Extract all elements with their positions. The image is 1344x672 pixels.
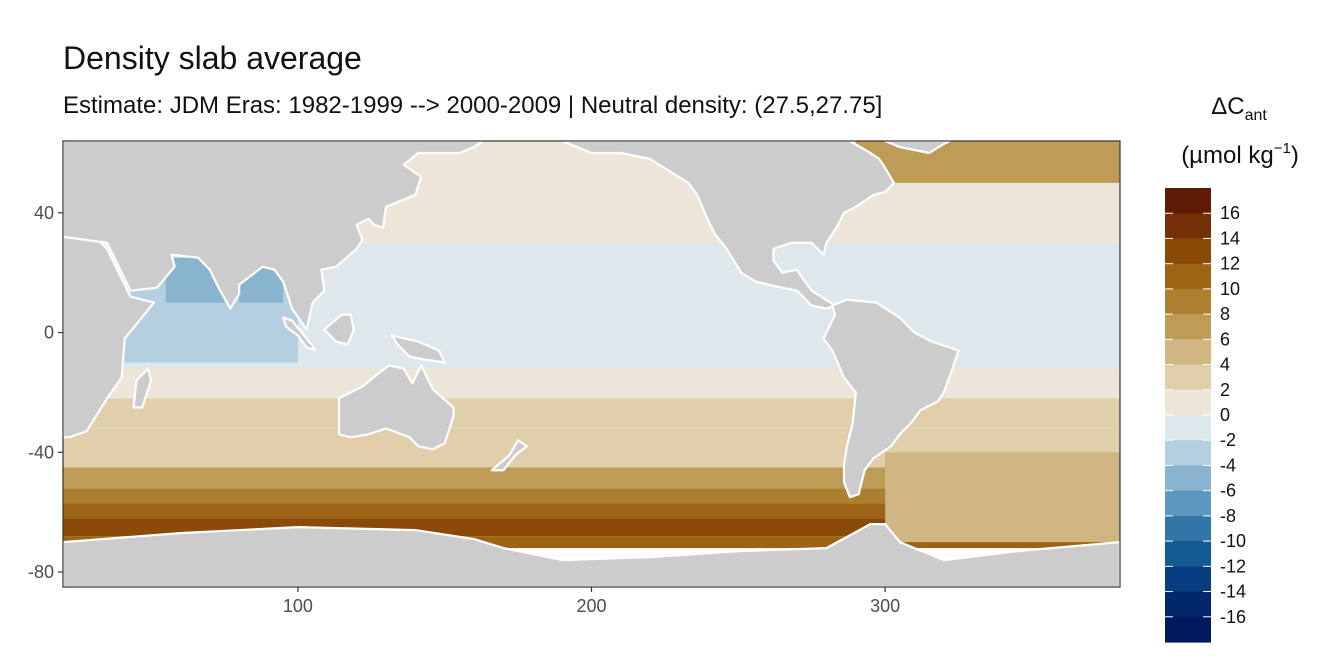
y-tick-label-0: 0: [44, 323, 54, 343]
legend-swatch-11: [1165, 465, 1211, 492]
legend-swatch-13: [1165, 515, 1211, 542]
legend-swatch-4: [1165, 288, 1211, 315]
region-atlantic-south: [885, 452, 1120, 543]
legend-label-12: 12: [1220, 254, 1240, 274]
land-new-zealand: [490, 439, 529, 472]
legend-label--8: -8: [1220, 506, 1236, 526]
legend-label--12: -12: [1220, 556, 1246, 576]
legend-label-10: 10: [1220, 279, 1240, 299]
legend-label--2: -2: [1220, 430, 1236, 450]
x-tick-label-100: 100: [283, 596, 313, 616]
region-north-atlantic-subpolar: [855, 141, 1120, 183]
zonal-band-4: [63, 368, 1120, 399]
legend-label--16: -16: [1220, 607, 1246, 627]
land-eurasia: [63, 141, 484, 331]
legend-label--4: -4: [1220, 455, 1236, 475]
legend: ΔCant (µmol kg−1) 16 14 12 10 8 6 4 2 0 -2 -4 -6 -8 -10…: [1165, 93, 1299, 643]
chart-title: Density slab average: [63, 40, 362, 76]
legend-label--14: -14: [1220, 582, 1246, 602]
legend-title-unit: (µmol kg−1): [1181, 140, 1299, 169]
y-tick-label-40: 40: [34, 203, 54, 223]
x-tick-label-200: 200: [576, 596, 606, 616]
zonal-band-9: [63, 503, 1120, 519]
land-madagascar: [132, 367, 153, 409]
legend-swatch-6: [1165, 339, 1211, 366]
legend-swatch-12: [1165, 490, 1211, 517]
land-greenland: [883, 141, 951, 155]
legend-swatch-17: [1165, 616, 1211, 643]
legend-label-4: 4: [1220, 355, 1230, 375]
land-north-america: [560, 141, 896, 310]
y-tick-label--40: -40: [28, 442, 54, 462]
legend-label-6: 6: [1220, 329, 1230, 349]
legend-swatch-5: [1165, 314, 1211, 340]
legend-swatch-3: [1165, 263, 1211, 290]
land-masses: [63, 141, 1120, 587]
legend-swatch-1: [1165, 213, 1211, 240]
zonal-band-5: [63, 398, 1120, 429]
legend-swatch-0: [1165, 188, 1211, 214]
legend-swatch-15: [1165, 566, 1211, 593]
legend-swatch-10: [1165, 440, 1211, 467]
legend-label-8: 8: [1220, 304, 1230, 324]
legend-swatch-9: [1165, 415, 1211, 441]
legend-swatch-7: [1165, 364, 1211, 391]
legend-swatch-16: [1165, 591, 1211, 618]
y-tick-label--80: -80: [28, 562, 54, 582]
land-antarctica: [63, 522, 1120, 587]
legend-label--10: -10: [1220, 531, 1246, 551]
legend-label-14: 14: [1220, 228, 1240, 248]
legend-swatch-14: [1165, 541, 1211, 567]
land-new-guinea: [390, 334, 446, 364]
legend-label-2: 2: [1220, 380, 1230, 400]
legend-swatch-2: [1165, 238, 1211, 265]
legend-label-0: 0: [1220, 405, 1230, 425]
legend-title-variable: ΔCant: [1211, 93, 1267, 124]
x-tick-label-300: 300: [870, 596, 900, 616]
legend-label--6: -6: [1220, 481, 1236, 501]
legend-label-16: 16: [1220, 203, 1240, 223]
land-borneo: [323, 313, 355, 346]
land-south-america: [822, 298, 960, 499]
land-australia: [337, 364, 455, 451]
zonal-band-11: [63, 536, 1120, 549]
chart-subtitle: Estimate: JDM Eras: 1982-1999 --> 2000-2…: [63, 92, 883, 119]
legend-swatch-8: [1165, 389, 1211, 416]
land-sumatra: [282, 316, 317, 352]
